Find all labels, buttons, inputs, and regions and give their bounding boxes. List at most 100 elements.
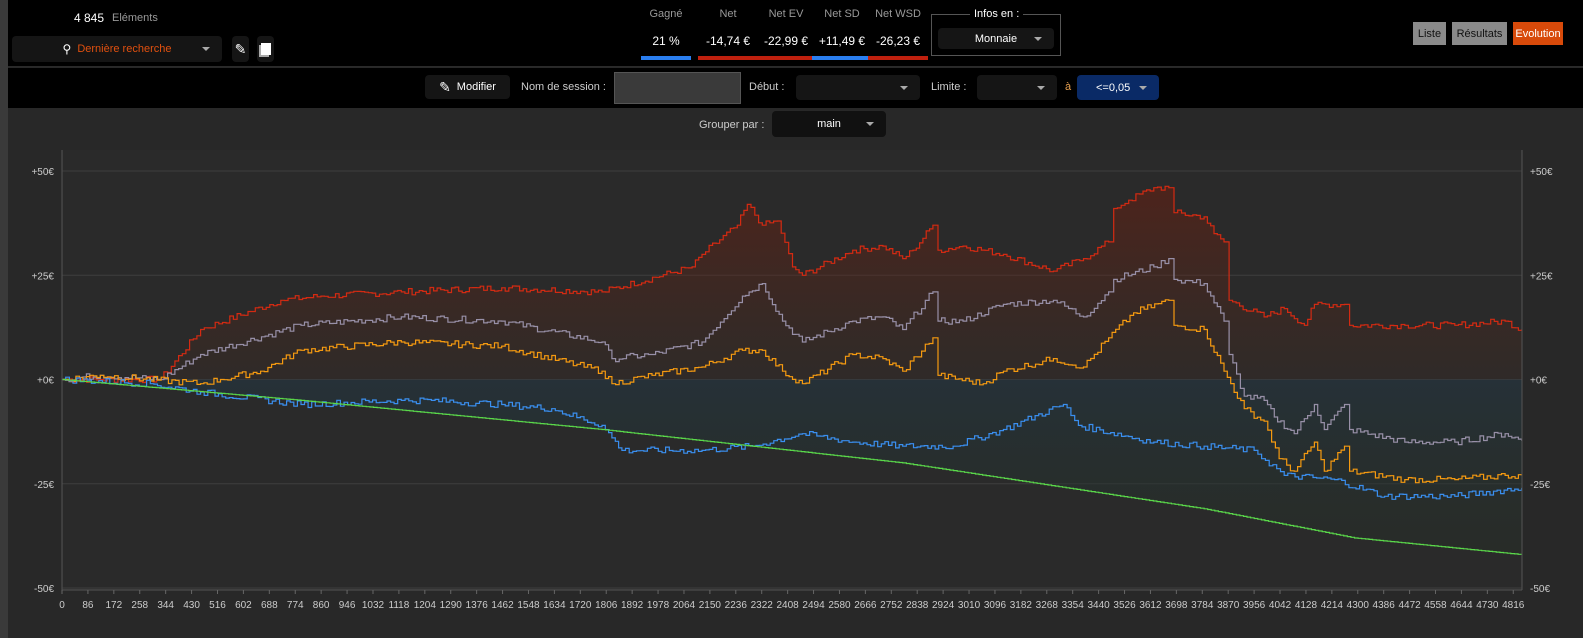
view-list-button[interactable]: Liste	[1413, 22, 1446, 45]
edit-button[interactable]: ✎	[232, 36, 249, 62]
x-tick-label: 4386	[1373, 600, 1396, 611]
limit-dropdown[interactable]	[977, 75, 1057, 100]
stat-value: -22,99 €	[763, 34, 809, 48]
chevron-down-icon	[900, 85, 908, 90]
y-tick-label-right: +0€	[1530, 376, 1547, 387]
x-tick-label: 2150	[699, 600, 722, 611]
start-dropdown[interactable]	[796, 75, 920, 100]
x-tick-label: 3698	[1165, 600, 1188, 611]
x-tick-label: 1548	[517, 600, 540, 611]
stake-dropdown[interactable]: <=0,05	[1077, 75, 1159, 100]
x-tick-label: 688	[261, 600, 278, 611]
currency-value: Monnaie	[974, 32, 1018, 45]
x-tick-label: 4128	[1295, 600, 1318, 611]
x-tick-label: 4042	[1269, 600, 1292, 611]
x-tick-label: 2924	[932, 600, 955, 611]
currency-dropdown[interactable]: Monnaie	[938, 28, 1054, 49]
stat-label: Net WSD	[875, 8, 921, 20]
infos-fieldset: Infos en : Monnaie	[931, 8, 1061, 56]
x-tick-label: 860	[313, 600, 330, 611]
x-tick-label: 2322	[751, 600, 774, 611]
search-dropdown[interactable]: ⚲ Dernière recherche	[12, 36, 222, 62]
group-by-dropdown[interactable]: main	[772, 111, 886, 137]
x-tick-label: 4558	[1424, 600, 1447, 611]
x-tick-label: 3440	[1087, 600, 1110, 611]
stat-underline	[641, 56, 691, 60]
lower-area	[62, 379, 1522, 555]
left-border	[0, 0, 8, 638]
x-tick-label: 2666	[854, 600, 877, 611]
x-tick-label: 4730	[1476, 600, 1499, 611]
view-evolution-button[interactable]: Evolution	[1513, 22, 1563, 45]
x-tick-label: 2752	[880, 600, 903, 611]
x-tick-label: 2064	[673, 600, 696, 611]
stat-label: Net SD	[824, 8, 860, 20]
x-tick-label: 1720	[569, 600, 592, 611]
x-tick-label: 344	[157, 600, 174, 611]
series-line-net-wsd	[62, 376, 1523, 500]
x-tick-label: 774	[287, 600, 304, 611]
x-tick-label: 4300	[1347, 600, 1370, 611]
stat-underline	[868, 56, 928, 60]
x-tick-label: 2236	[725, 600, 748, 611]
stat-value: +11,49 €	[818, 34, 866, 48]
y-tick-label-left: +25€	[31, 271, 54, 282]
infos-legend: Infos en :	[970, 8, 1024, 20]
x-tick-label: 1290	[440, 600, 463, 611]
x-tick-label: 3268	[1036, 600, 1059, 611]
series-line-net-ev	[62, 299, 1523, 484]
start-label: Début :	[749, 81, 785, 93]
y-tick-label-left: -50€	[34, 584, 54, 595]
stat-value: -14,74 €	[705, 34, 751, 48]
x-tick-label: 946	[339, 600, 356, 611]
series-line-series-5	[62, 378, 1523, 555]
y-tick-label-left: +50€	[31, 167, 54, 178]
x-tick-label: 3526	[1113, 600, 1136, 611]
session-label: Nom de session :	[521, 81, 606, 93]
x-tick-label: 1806	[595, 600, 618, 611]
copy-button[interactable]	[257, 36, 274, 62]
search-label: Dernière recherche	[77, 43, 172, 55]
stat-value: 21 %	[652, 34, 680, 48]
modify-button[interactable]: ✎ Modifier	[425, 75, 510, 99]
stat-net: Net -14,74 €	[698, 8, 758, 60]
search-zoom-icon: ⚲	[62, 42, 72, 56]
stat-label: Net	[719, 8, 737, 20]
x-tick-label: 3096	[984, 600, 1007, 611]
x-tick-label: 3182	[1010, 600, 1033, 611]
stat-label: Gagné	[649, 8, 683, 20]
y-tick-label-right: -50€	[1530, 584, 1550, 595]
y-tick-label-right: +50€	[1530, 167, 1553, 178]
stat-value: -26,23 €	[875, 34, 921, 48]
x-tick-label: 2838	[906, 600, 929, 611]
stat-net-wsd: Net WSD -26,23 €	[868, 8, 928, 60]
x-tick-label: 4644	[1450, 600, 1473, 611]
x-tick-label: 1462	[491, 600, 514, 611]
x-tick-label: 1376	[466, 600, 489, 611]
x-tick-label: 1978	[647, 600, 670, 611]
copy-icon	[260, 43, 271, 55]
y-tick-label-right: -25€	[1530, 480, 1550, 491]
session-name-input[interactable]	[614, 72, 741, 104]
x-tick-label: 3870	[1217, 600, 1240, 611]
element-count-label: Eléments	[112, 12, 158, 24]
chevron-down-icon	[1037, 85, 1045, 90]
series-line-net	[62, 258, 1523, 446]
stat-gagne: Gagné 21 %	[641, 8, 691, 60]
y-tick-label-left: -25€	[34, 480, 54, 491]
stat-underline	[756, 56, 816, 60]
x-tick-label: 1204	[414, 600, 437, 611]
modify-label: Modifier	[456, 81, 496, 93]
view-results-button[interactable]: Résultats	[1452, 22, 1507, 45]
x-tick-label: 602	[235, 600, 252, 611]
x-tick-label: 3956	[1243, 600, 1266, 611]
chevron-down-icon	[1139, 85, 1147, 90]
x-tick-label: 430	[183, 600, 200, 611]
net-sd-area	[62, 186, 1522, 383]
chevron-down-icon	[202, 47, 210, 51]
x-tick-label: 4214	[1321, 600, 1344, 611]
stat-net-sd: Net SD +11,49 €	[812, 8, 872, 60]
chevron-down-icon	[866, 122, 874, 126]
x-tick-label: 516	[209, 600, 226, 611]
